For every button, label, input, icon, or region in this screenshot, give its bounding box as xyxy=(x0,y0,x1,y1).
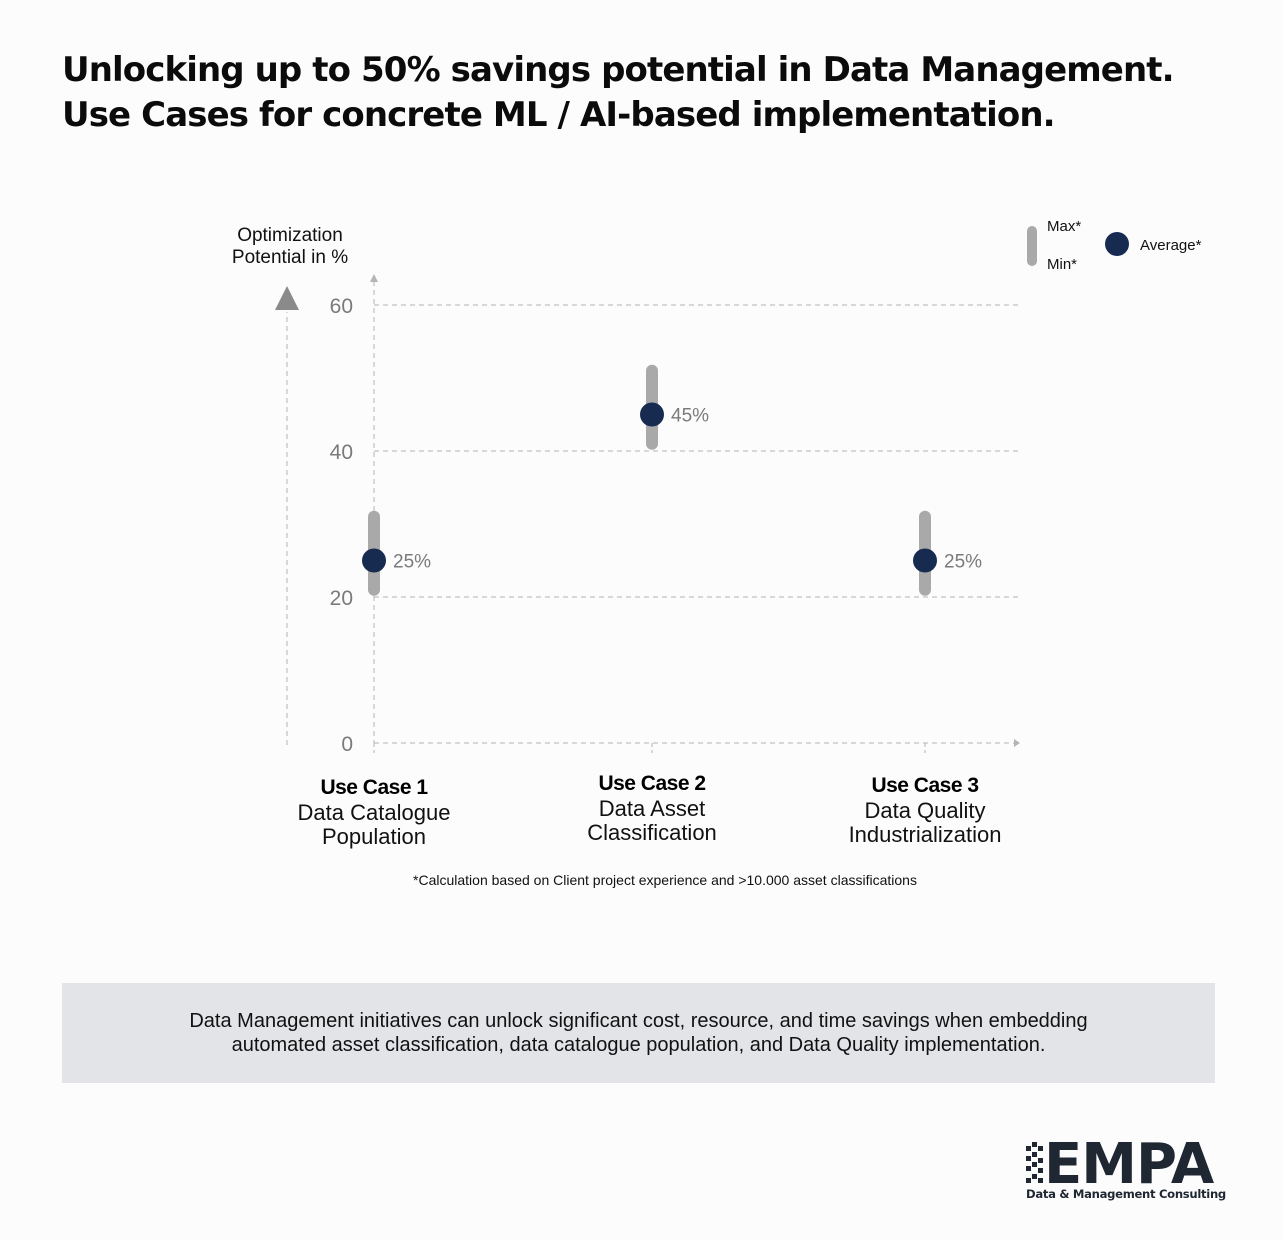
category-label: Data Quality xyxy=(864,798,985,823)
page-title: Unlocking up to 50% savings potential in… xyxy=(62,48,1212,138)
category-label: Data Asset xyxy=(599,796,705,821)
average-point xyxy=(640,402,664,427)
title-line-1: Unlocking up to 50% savings potential in… xyxy=(62,50,1175,90)
y-axis-label: Potential in % xyxy=(232,247,348,268)
legend-average-swatch xyxy=(1105,232,1129,256)
summary-line-1: Data Management initiatives can unlock s… xyxy=(189,1010,1088,1032)
data-label: 45% xyxy=(671,406,709,427)
y-axis-arrow-icon xyxy=(370,274,378,282)
logo-pixel-pattern-icon xyxy=(1026,1142,1043,1183)
category-label: Population xyxy=(322,824,426,849)
summary-line-2: automated asset classification, data cat… xyxy=(231,1034,1046,1056)
y-tick-label: 0 xyxy=(341,733,353,756)
y-axis-label: Optimization xyxy=(237,225,343,246)
logo-wordmark: EMPA xyxy=(1044,1132,1214,1197)
average-point xyxy=(362,548,386,573)
category-title: Use Case 3 xyxy=(871,774,978,797)
legend-max-label: Max* xyxy=(1047,218,1081,235)
category-label: Classification xyxy=(587,820,717,845)
category-title: Use Case 1 xyxy=(320,776,428,799)
y-tick-label: 60 xyxy=(330,295,353,318)
category-label: Industrialization xyxy=(849,822,1002,847)
average-point xyxy=(913,548,937,573)
up-arrow-icon xyxy=(275,286,299,310)
logo-tagline: Data & Management Consulting xyxy=(1026,1187,1226,1201)
x-axis-arrow-icon xyxy=(1014,739,1020,747)
footnote: *Calculation based on Client project exp… xyxy=(413,872,917,888)
empa-logo: EMPA Data & Management Consulting xyxy=(1026,1132,1226,1206)
summary-box: Data Management initiatives can unlock s… xyxy=(62,983,1215,1083)
y-tick-label: 40 xyxy=(330,441,353,464)
category-label: Data Catalogue xyxy=(298,800,451,825)
title-line-2: Use Cases for concrete ML / AI-based imp… xyxy=(62,95,1056,135)
data-label: 25% xyxy=(944,552,982,573)
legend-min-label: Min* xyxy=(1047,256,1077,273)
y-tick-label: 20 xyxy=(330,587,353,610)
data-label: 25% xyxy=(393,552,431,573)
legend-average-label: Average* xyxy=(1140,237,1202,254)
category-title: Use Case 2 xyxy=(598,772,705,795)
